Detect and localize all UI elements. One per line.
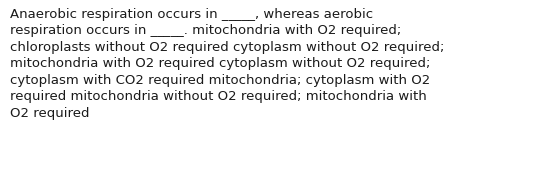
Text: Anaerobic respiration occurs in _____, whereas aerobic
respiration occurs in ___: Anaerobic respiration occurs in _____, w… bbox=[10, 8, 444, 120]
